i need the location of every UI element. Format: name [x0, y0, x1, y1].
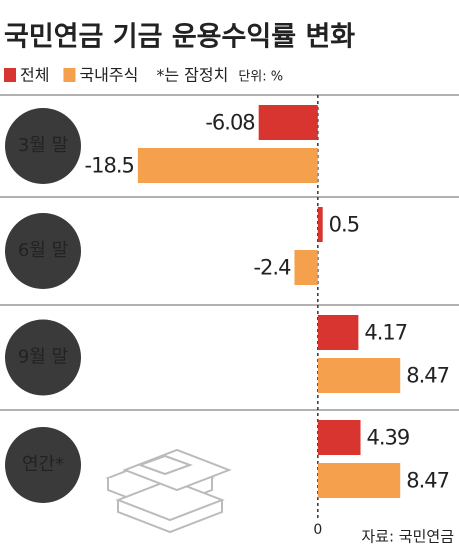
unit: 단위: % [238, 70, 283, 85]
bar [317, 358, 401, 393]
bar [317, 315, 359, 350]
category-label: 3월 말 [18, 135, 68, 156]
bar [258, 105, 318, 140]
legend-label: 국내주식 [79, 66, 138, 85]
value-label: 4.17 [364, 321, 407, 345]
value-label: 8.47 [406, 469, 449, 493]
value-label: -6.08 [205, 111, 254, 135]
value-label: -2.4 [253, 256, 291, 280]
bar [137, 148, 318, 183]
value-label: 4.39 [367, 426, 410, 450]
note: *는 잠정치 [156, 66, 228, 85]
bar [317, 207, 323, 242]
legend-label: 전체 [20, 66, 49, 85]
bar [317, 420, 361, 455]
category-label: 6월 말 [18, 240, 68, 261]
category-badge [5, 319, 81, 396]
legend-swatch [4, 68, 16, 82]
value-label: -18.5 [85, 154, 134, 178]
legend-swatch [63, 68, 76, 82]
category-badge [5, 213, 81, 289]
x-tick-label: 0 [313, 522, 322, 538]
category-badge [5, 427, 81, 503]
bar [294, 250, 318, 285]
value-label: 8.47 [406, 364, 449, 388]
value-label: 0.5 [329, 213, 359, 237]
source: 자료: 국민연금 [361, 528, 454, 546]
chart-title: 국민연금 기금 운용수익률 변화 [4, 22, 355, 53]
category-label: 연간* [22, 454, 64, 475]
money-icon [105, 448, 232, 534]
bar [317, 463, 401, 498]
category-badge [5, 108, 81, 184]
category-label: 9월 말 [18, 347, 68, 368]
